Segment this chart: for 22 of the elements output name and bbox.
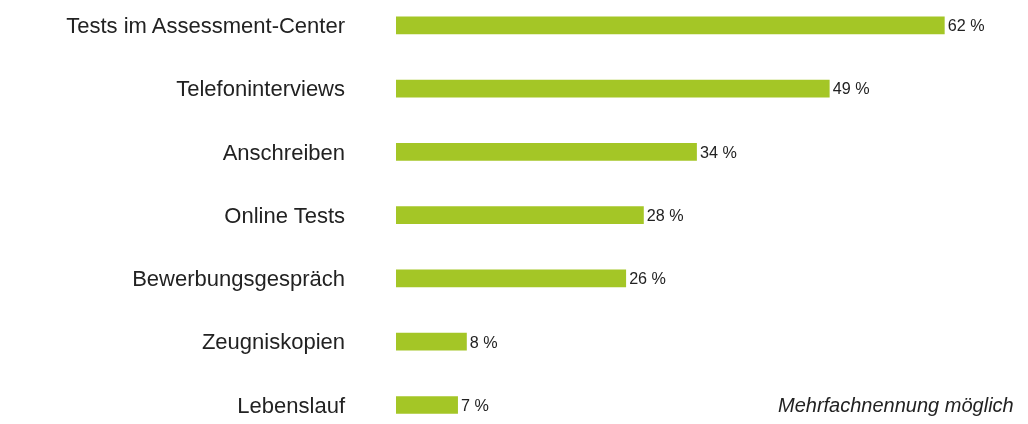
- y-tick-label: Anschreiben: [222, 139, 345, 165]
- data-label: 28 %: [646, 205, 684, 224]
- data-label: 26 %: [629, 269, 666, 288]
- y-tick-label: Bewerbungsgespräch: [132, 266, 345, 292]
- y-tick-label: Lebenslauf: [237, 392, 346, 418]
- y-tick-label: Tests im Assessment-Center: [66, 13, 345, 39]
- y-tick-label: Telefoninterviews: [176, 76, 345, 102]
- data-label: 34 %: [699, 142, 737, 161]
- y-tick-label: Online Tests: [224, 202, 345, 228]
- data-label: 8 %: [469, 332, 498, 351]
- bar: [396, 206, 644, 225]
- bar: [396, 269, 627, 288]
- data-label: 49 %: [832, 79, 870, 98]
- bar: [396, 79, 830, 98]
- bar: [396, 332, 467, 351]
- bar: [396, 16, 945, 35]
- annotation: Mehrfachnennung möglich: [778, 394, 1014, 416]
- bar: [396, 143, 697, 161]
- bar: [396, 396, 458, 414]
- data-label: 7 %: [460, 395, 489, 414]
- y-tick-label: Zeugniskopien: [201, 329, 345, 355]
- data-label: 62 %: [947, 16, 985, 35]
